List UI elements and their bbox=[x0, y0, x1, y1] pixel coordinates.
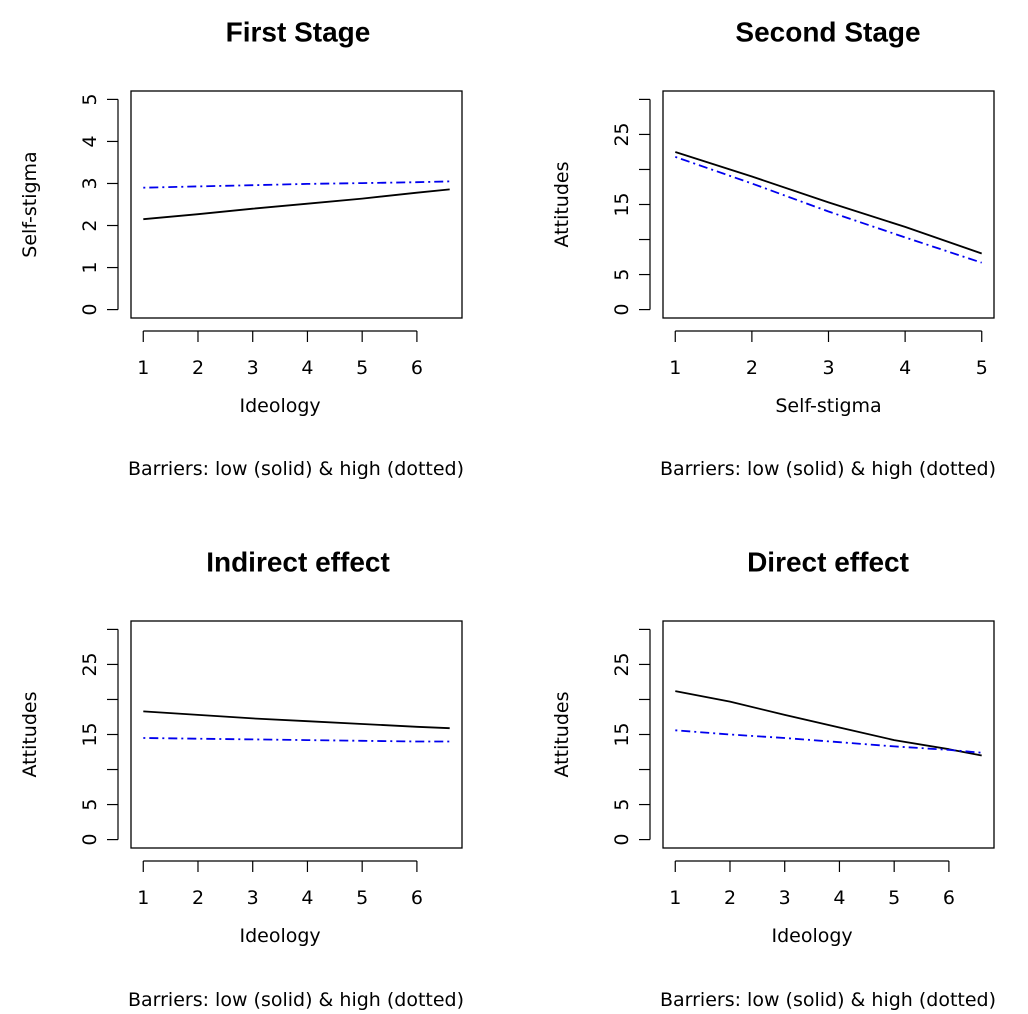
y-axis-title: Self-stigma bbox=[19, 151, 41, 257]
x-tick-label: 2 bbox=[746, 357, 758, 379]
series-line-low-barriers bbox=[675, 690, 982, 757]
y-axis-title: Attitudes bbox=[19, 692, 41, 778]
x-tick-label: 3 bbox=[779, 887, 791, 909]
x-tick-label: 5 bbox=[356, 887, 368, 909]
x-axis-title: Ideology bbox=[239, 925, 320, 947]
y-tick-label: 2 bbox=[79, 219, 101, 231]
y-tick-label: 25 bbox=[79, 652, 101, 676]
x-tick-label: 2 bbox=[192, 887, 204, 909]
chart-caption: Barriers: low (solid) & high (dotted) bbox=[660, 458, 996, 480]
y-tick-label: 0 bbox=[79, 304, 101, 316]
x-tick-label: 3 bbox=[247, 887, 259, 909]
x-axis-title: Ideology bbox=[239, 395, 320, 417]
chart-panel-1: First Stage 1 2 3 4 5 6 Ideology 0 1 2 3 4 5 Self-stig… bbox=[19, 17, 464, 481]
x-tick-label: 1 bbox=[137, 887, 149, 909]
x-tick-label: 6 bbox=[411, 357, 423, 379]
y-tick-label: 5 bbox=[611, 799, 633, 811]
x-tick-label: 6 bbox=[411, 887, 423, 909]
x-tick-label: 1 bbox=[137, 357, 149, 379]
y-tick-label: 0 bbox=[79, 834, 101, 846]
chart-title: Indirect effect bbox=[206, 547, 390, 578]
series-line-low-barriers bbox=[143, 188, 450, 221]
x-tick-label: 4 bbox=[301, 357, 313, 379]
y-axis-title: Attitudes bbox=[551, 162, 573, 248]
chart-panel-4: Direct effect 1 2 3 4 5 6 Ideology 0 5 15 25 Attitud… bbox=[551, 547, 996, 1012]
x-tick-label: 5 bbox=[888, 887, 900, 909]
x-tick-label: 6 bbox=[943, 887, 955, 909]
x-tick-label: 5 bbox=[976, 357, 988, 379]
y-tick-label: 0 bbox=[611, 304, 633, 316]
y-tick-label: 15 bbox=[79, 722, 101, 746]
series-line-high-barriers bbox=[675, 729, 982, 754]
x-tick-label: 2 bbox=[192, 357, 204, 379]
series-line-low-barriers bbox=[143, 710, 450, 730]
series-line-high-barriers bbox=[143, 180, 450, 189]
chart-panel-2: Second Stage 1 2 3 4 5 Self-stigma 0 5 15 25 Attitu… bbox=[551, 17, 996, 481]
x-axis-title: Self-stigma bbox=[775, 395, 881, 417]
y-tick-label: 25 bbox=[611, 122, 633, 146]
x-axis-title: Ideology bbox=[771, 925, 852, 947]
y-tick-label: 3 bbox=[79, 177, 101, 189]
chart-caption: Barriers: low (solid) & high (dotted) bbox=[128, 458, 464, 480]
x-tick-label: 5 bbox=[356, 357, 368, 379]
y-tick-label: 15 bbox=[611, 192, 633, 216]
x-tick-label: 2 bbox=[724, 887, 736, 909]
y-tick-label: 4 bbox=[79, 135, 101, 147]
chart-title: First Stage bbox=[226, 17, 371, 48]
y-tick-label: 25 bbox=[611, 652, 633, 676]
chart-title: Direct effect bbox=[747, 547, 909, 578]
y-tick-label: 15 bbox=[611, 722, 633, 746]
chart-caption: Barriers: low (solid) & high (dotted) bbox=[128, 989, 464, 1011]
chart-caption: Barriers: low (solid) & high (dotted) bbox=[660, 989, 996, 1011]
x-tick-label: 4 bbox=[899, 357, 911, 379]
series-line-high-barriers bbox=[143, 737, 450, 743]
x-tick-label: 3 bbox=[822, 357, 834, 379]
x-tick-label: 1 bbox=[669, 887, 681, 909]
series-line-low-barriers bbox=[675, 151, 982, 255]
series-line-high-barriers bbox=[675, 156, 982, 264]
x-tick-label: 3 bbox=[247, 357, 259, 379]
x-tick-label: 4 bbox=[833, 887, 845, 909]
y-tick-label: 5 bbox=[79, 799, 101, 811]
plot-frame bbox=[130, 620, 463, 849]
y-tick-label: 5 bbox=[611, 269, 633, 281]
plot-frame bbox=[130, 90, 463, 319]
y-axis-title: Attitudes bbox=[551, 692, 573, 778]
chart-panel-3: Indirect effect 1 2 3 4 5 6 Ideology 0 5 15 25 Attit… bbox=[19, 547, 464, 1012]
x-tick-label: 1 bbox=[669, 357, 681, 379]
y-tick-label: 5 bbox=[79, 93, 101, 105]
y-tick-label: 1 bbox=[79, 262, 101, 274]
x-tick-label: 4 bbox=[301, 887, 313, 909]
plot-frame bbox=[662, 90, 995, 319]
chart-title: Second Stage bbox=[735, 17, 920, 48]
y-tick-label: 0 bbox=[611, 834, 633, 846]
plot-frame bbox=[662, 620, 995, 849]
